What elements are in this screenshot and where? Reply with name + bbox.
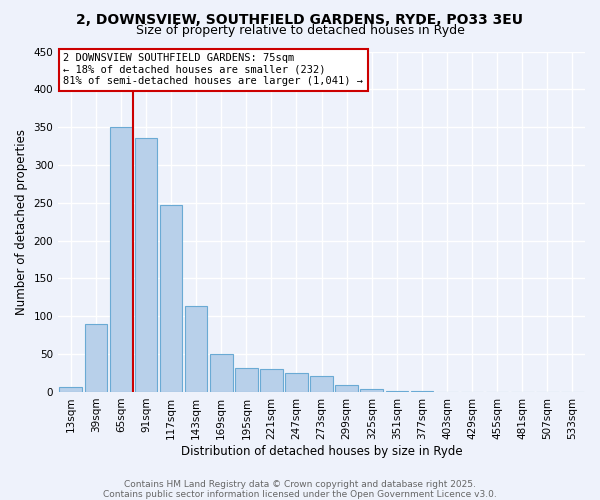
Text: Contains HM Land Registry data © Crown copyright and database right 2025.
Contai: Contains HM Land Registry data © Crown c… bbox=[103, 480, 497, 499]
Bar bbox=[134, 138, 157, 392]
X-axis label: Distribution of detached houses by size in Ryde: Distribution of detached houses by size … bbox=[181, 444, 463, 458]
Bar bbox=[386, 391, 408, 392]
Text: 2, DOWNSVIEW, SOUTHFIELD GARDENS, RYDE, PO33 3EU: 2, DOWNSVIEW, SOUTHFIELD GARDENS, RYDE, … bbox=[77, 12, 523, 26]
Bar bbox=[210, 354, 233, 392]
Text: 2 DOWNSVIEW SOUTHFIELD GARDENS: 75sqm
← 18% of detached houses are smaller (232): 2 DOWNSVIEW SOUTHFIELD GARDENS: 75sqm ← … bbox=[64, 53, 364, 86]
Bar bbox=[260, 370, 283, 392]
Bar bbox=[335, 385, 358, 392]
Y-axis label: Number of detached properties: Number of detached properties bbox=[15, 128, 28, 314]
Bar bbox=[410, 391, 433, 392]
Bar bbox=[235, 368, 257, 392]
Bar bbox=[110, 127, 132, 392]
Bar bbox=[285, 373, 308, 392]
Text: Size of property relative to detached houses in Ryde: Size of property relative to detached ho… bbox=[136, 24, 464, 37]
Bar bbox=[185, 306, 208, 392]
Bar bbox=[85, 324, 107, 392]
Bar bbox=[59, 388, 82, 392]
Bar bbox=[160, 205, 182, 392]
Bar bbox=[361, 389, 383, 392]
Bar bbox=[310, 376, 333, 392]
